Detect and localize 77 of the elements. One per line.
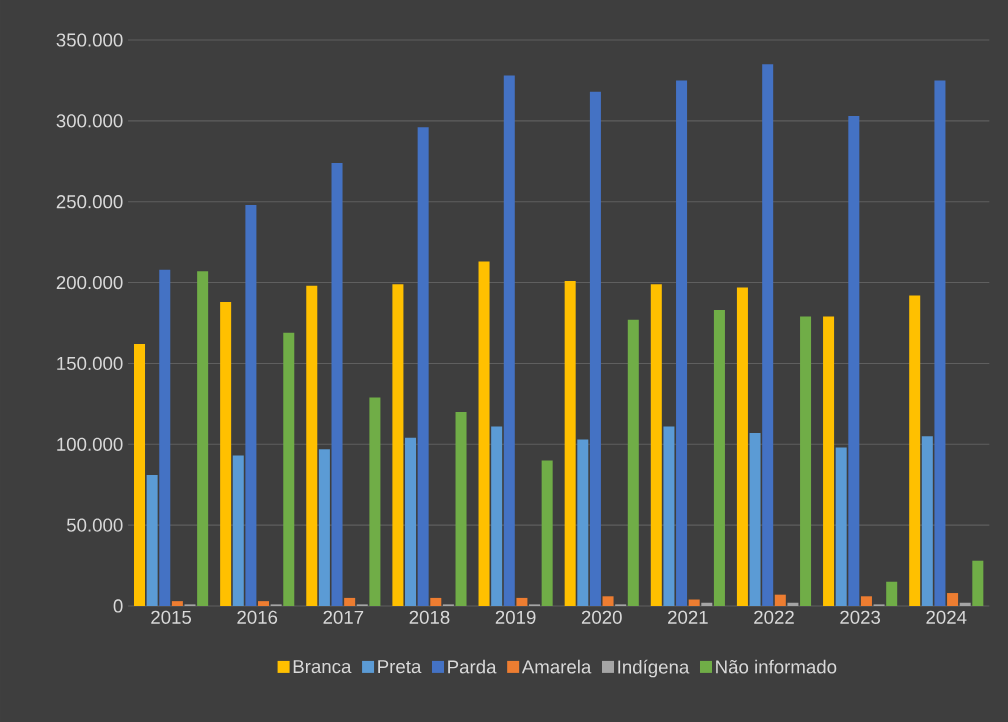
bar	[676, 80, 688, 606]
y-tick-label: 0	[113, 599, 123, 613]
y-tick-label: 150.000	[57, 356, 123, 371]
bar	[197, 271, 209, 606]
x-tick-label: 2022	[754, 610, 794, 624]
bar	[491, 426, 503, 606]
bar	[232, 455, 244, 606]
bar	[146, 475, 158, 606]
bar	[245, 204, 257, 606]
bar	[283, 332, 295, 606]
bar	[455, 411, 467, 606]
bar	[860, 596, 872, 606]
bar	[564, 280, 576, 606]
bar	[516, 597, 528, 606]
x-tick-label: 2020	[581, 610, 622, 624]
bar	[787, 602, 799, 606]
bar	[701, 602, 713, 606]
bar	[318, 449, 330, 606]
bar	[762, 64, 774, 606]
bar	[959, 602, 971, 606]
bar	[848, 116, 860, 606]
legend-label: Amarela	[521, 659, 592, 674]
x-tick-label: 2024	[926, 610, 967, 624]
x-tick-label: 2017	[323, 610, 364, 624]
bar	[886, 581, 898, 606]
y-tick-label: 200.000	[56, 275, 123, 290]
bar	[736, 287, 748, 606]
bar	[220, 301, 232, 606]
y-tick-label: 100.000	[57, 437, 123, 451]
y-tick-label: 350.000	[56, 33, 123, 47]
bar	[503, 75, 515, 606]
legend-label: Não informado	[716, 659, 837, 674]
bar	[800, 316, 812, 606]
bar	[306, 285, 318, 606]
bar	[577, 439, 589, 606]
x-tick-label: 2023	[840, 610, 881, 624]
x-tick-label: 2019	[495, 610, 536, 624]
x-tick-label: 2015	[151, 610, 192, 624]
bar	[134, 344, 146, 606]
x-tick-label: 2021	[668, 610, 708, 624]
bar	[921, 436, 933, 606]
bar	[835, 447, 847, 606]
bar	[159, 269, 171, 606]
bar	[541, 460, 553, 606]
legend-label: Parda	[448, 659, 497, 674]
bar	[627, 319, 639, 606]
bar	[589, 91, 601, 606]
bar	[331, 162, 343, 606]
bar	[774, 594, 786, 606]
bar	[650, 284, 662, 606]
bar	[749, 432, 761, 606]
bar	[478, 261, 490, 606]
bar	[430, 597, 442, 606]
legend-label: Indígena	[618, 659, 690, 678]
bar	[171, 601, 183, 606]
bar	[947, 593, 959, 606]
legend-label: Preta	[378, 660, 422, 674]
bar	[909, 295, 921, 606]
bar	[663, 426, 675, 606]
bar	[972, 560, 984, 606]
bar	[258, 601, 270, 606]
bar	[823, 316, 835, 606]
bar	[405, 437, 417, 606]
bar	[713, 310, 725, 606]
y-tick-label: 300.000	[56, 114, 123, 128]
x-tick-label: 2016	[237, 610, 278, 624]
y-tick-label: 50.000	[66, 518, 123, 532]
bar	[344, 597, 356, 606]
bar	[417, 127, 429, 606]
bar	[602, 596, 614, 606]
legend-label: Branca	[293, 660, 352, 674]
bar	[688, 599, 700, 606]
y-tick-label: 250.000	[56, 195, 123, 209]
bar	[934, 80, 946, 606]
bar	[392, 284, 404, 606]
x-tick-label: 2018	[409, 610, 450, 624]
bar	[369, 397, 381, 606]
